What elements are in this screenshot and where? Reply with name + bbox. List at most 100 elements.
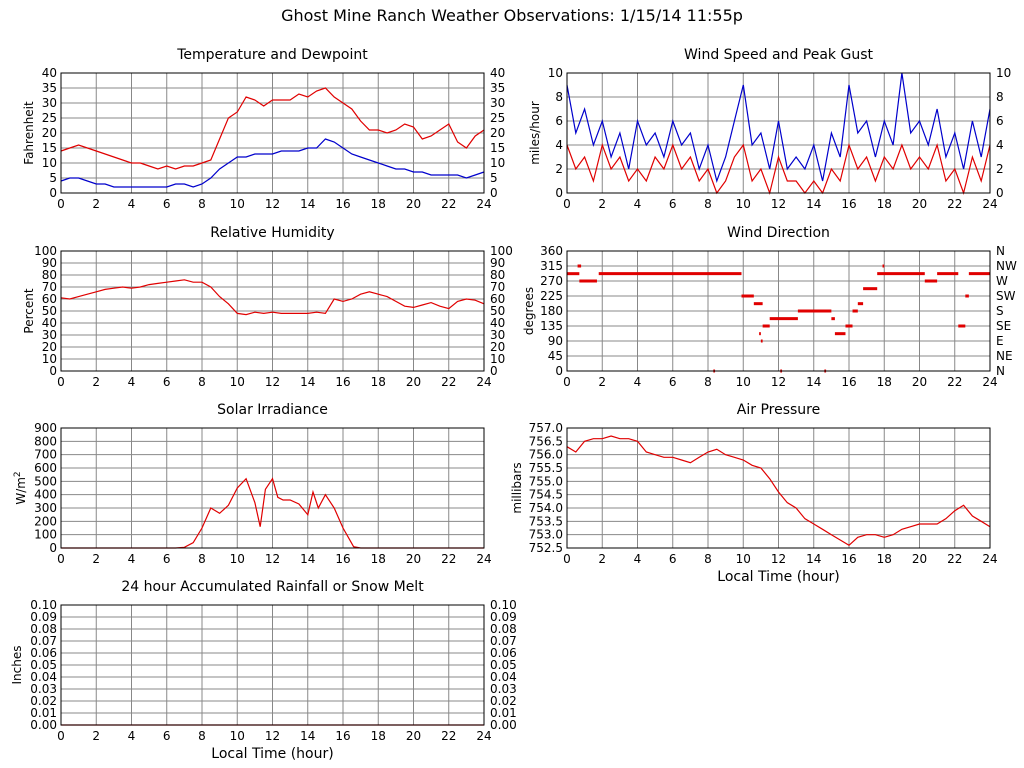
- right-tick-label: S: [996, 304, 1004, 318]
- grid: [60, 604, 485, 726]
- y-tick-label: 4: [555, 138, 563, 152]
- right-tick-label: 60: [490, 292, 505, 306]
- x-tick-label: 2: [598, 197, 606, 211]
- x-tick-label: 4: [128, 729, 136, 743]
- right-tick-label: 10: [996, 66, 1011, 80]
- x-tick-label: 10: [230, 375, 245, 389]
- x-tick-label: 16: [335, 197, 350, 211]
- x-axis-label: Local Time (hour): [211, 746, 333, 762]
- right-tick-label: 30: [490, 96, 505, 110]
- right-tick-label: 0: [490, 186, 498, 200]
- right-tick-label: 20: [490, 126, 505, 140]
- right-tick-label: 10: [490, 352, 505, 366]
- plot-frame: [60, 250, 485, 372]
- x-tick-label: 16: [335, 552, 350, 566]
- x-tick-label: 22: [947, 197, 962, 211]
- y-tick-label: 50: [42, 304, 57, 318]
- y-tick-label: 0.01: [30, 706, 57, 720]
- right-tick-label: 80: [490, 268, 505, 282]
- y-tick-label: 30: [42, 328, 57, 342]
- grid: [60, 427, 485, 549]
- x-tick-label: 10: [736, 197, 751, 211]
- y-tick-label: 0.10: [30, 598, 57, 612]
- right-tick-label: 50: [490, 304, 505, 318]
- y-tick-label: 400: [34, 488, 57, 502]
- x-tick-label: 12: [265, 375, 280, 389]
- y-axis-label: W/m2: [13, 471, 28, 504]
- x-tick-label: 6: [163, 375, 171, 389]
- right-tick-label: 0.10: [490, 598, 517, 612]
- x-tick-label: 16: [841, 375, 856, 389]
- grid: [566, 250, 991, 372]
- x-tick-label: 18: [877, 197, 892, 211]
- x-tick-label: 0: [563, 552, 571, 566]
- right-tick-label: 2: [996, 162, 1004, 176]
- y-tick-label: 40: [42, 66, 57, 80]
- x-tick-label: 12: [265, 552, 280, 566]
- x-tick-label: 24: [476, 552, 491, 566]
- y-tick-label: 10: [42, 156, 57, 170]
- y-tick-label: 5: [49, 171, 57, 185]
- y-tick-label: 0.00: [30, 718, 57, 732]
- right-tick-label: 0.08: [490, 622, 517, 636]
- x-tick-label: 6: [669, 375, 677, 389]
- right-tick-label: 0.04: [490, 670, 517, 684]
- y-tick-label: 754.5: [529, 488, 563, 502]
- y-tick-label: 25: [42, 111, 57, 125]
- x-tick-label: 8: [704, 197, 712, 211]
- y-tick-label: 180: [540, 304, 563, 318]
- x-tick-label: 18: [877, 552, 892, 566]
- x-tick-label: 18: [877, 375, 892, 389]
- y-tick-label: 90: [548, 334, 563, 348]
- x-tick-label: 16: [841, 552, 856, 566]
- x-tick-label: 12: [265, 729, 280, 743]
- grid: [60, 72, 485, 194]
- x-tick-label: 18: [371, 375, 386, 389]
- y-tick-label: 35: [42, 81, 57, 95]
- x-tick-label: 6: [669, 197, 677, 211]
- x-tick-label: 22: [947, 375, 962, 389]
- series-line-red: [566, 435, 991, 547]
- x-tick-label: 0: [57, 197, 65, 211]
- y-tick-label: 0.09: [30, 610, 57, 624]
- y-tick-label: 15: [42, 141, 57, 155]
- plot-frame: [60, 427, 485, 549]
- right-tick-label: 0: [490, 364, 498, 378]
- y-tick-label: 10: [42, 352, 57, 366]
- y-tick-label: 752.5: [529, 541, 563, 555]
- right-tick-label: N: [996, 364, 1005, 378]
- right-tick-label: W: [996, 274, 1008, 288]
- y-axis-label-sup: 2: [13, 471, 23, 477]
- x-tick-label: 24: [982, 552, 997, 566]
- y-tick-label: 360: [540, 244, 563, 258]
- y-tick-label: 0: [49, 541, 57, 555]
- right-tick-label: N: [996, 244, 1005, 258]
- y-tick-label: 8: [555, 90, 563, 104]
- right-tick-label: 100: [490, 244, 513, 258]
- x-tick-label: 10: [230, 197, 245, 211]
- y-tick-label: 60: [42, 292, 57, 306]
- grid: [566, 72, 991, 194]
- y-tick-label: 30: [42, 96, 57, 110]
- y-tick-label: 6: [555, 114, 563, 128]
- x-tick-label: 0: [563, 197, 571, 211]
- y-tick-label: 800: [34, 434, 57, 448]
- y-tick-label: 100: [34, 528, 57, 542]
- right-tick-label: 5: [490, 171, 498, 185]
- x-tick-label: 20: [912, 197, 927, 211]
- y-axis-label: miles/hour: [528, 101, 542, 165]
- right-tick-label: NE: [996, 349, 1013, 363]
- x-tick-label: 6: [163, 552, 171, 566]
- y-tick-label: 0.04: [30, 670, 57, 684]
- x-tick-label: 6: [163, 729, 171, 743]
- y-tick-label: 45: [548, 349, 563, 363]
- y-tick-label: 20: [42, 340, 57, 354]
- y-tick-label: 0: [49, 186, 57, 200]
- x-tick-label: 6: [163, 197, 171, 211]
- right-tick-label: 4: [996, 138, 1004, 152]
- x-tick-label: 22: [947, 552, 962, 566]
- series-line-red: [60, 279, 485, 316]
- y-tick-label: 0: [555, 186, 563, 200]
